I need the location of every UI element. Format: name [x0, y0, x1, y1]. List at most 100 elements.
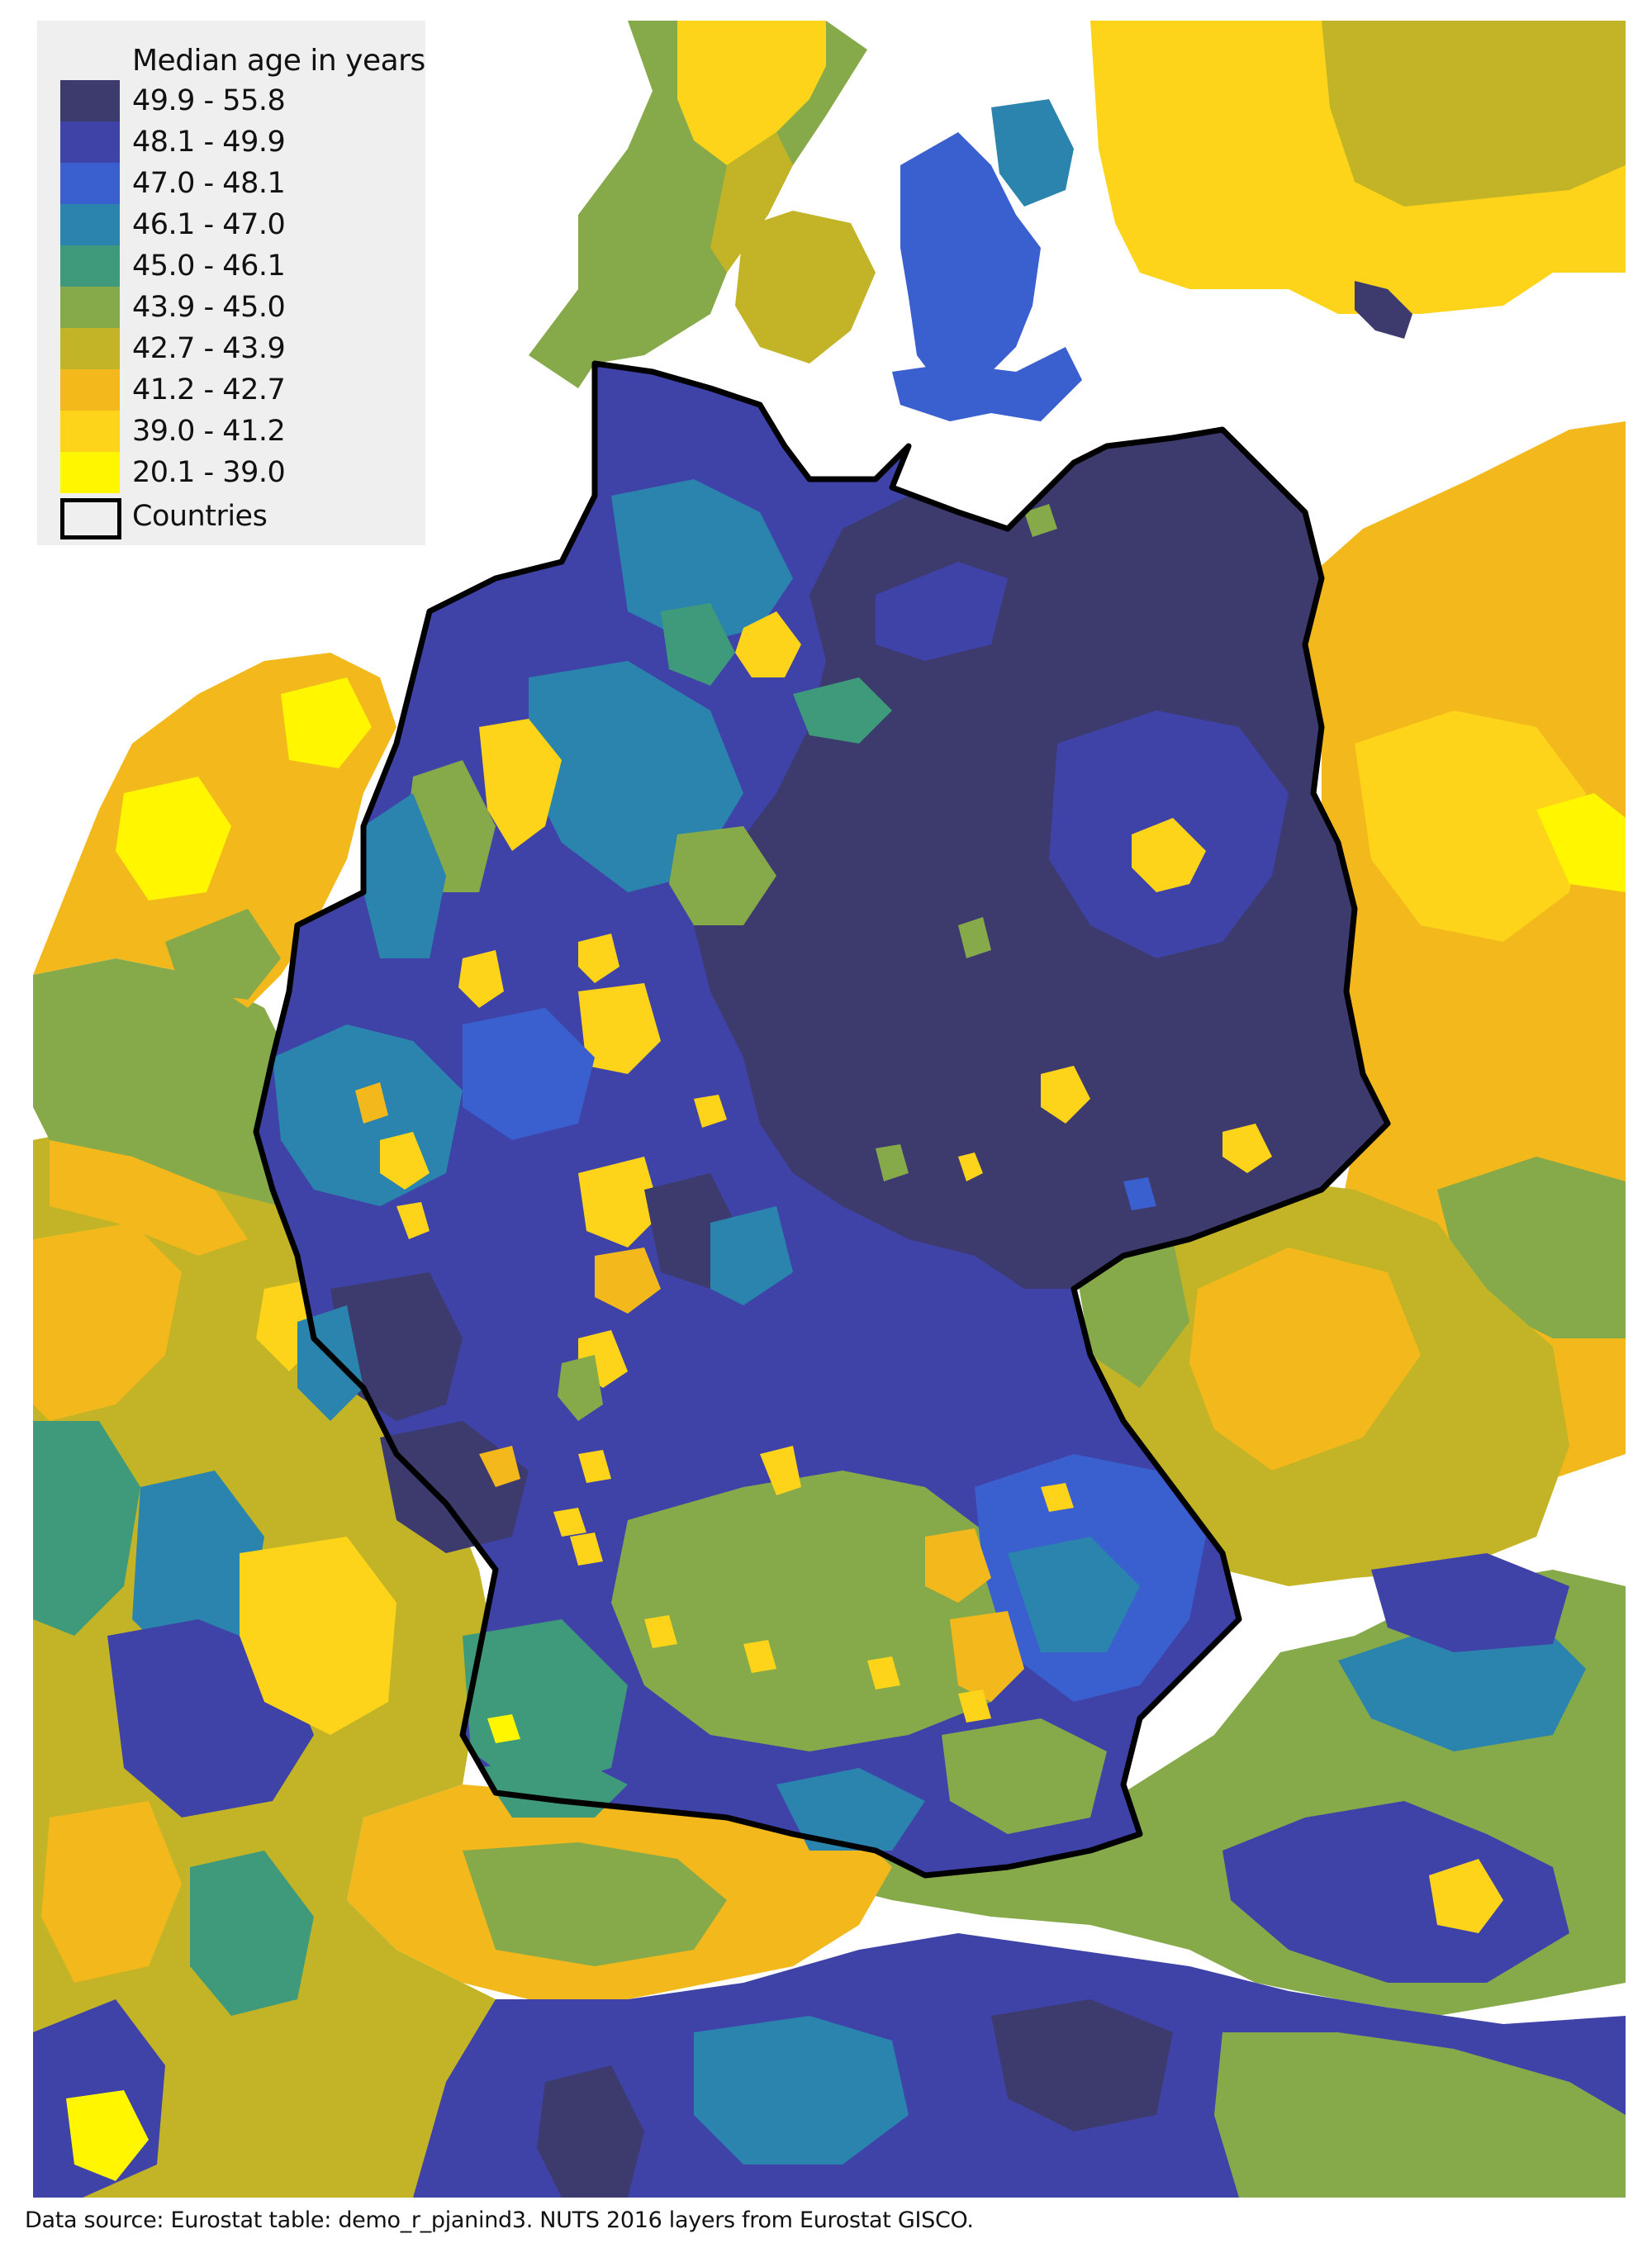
- legend-label: 43.9 - 45.0: [132, 291, 286, 324]
- legend-swatch: [60, 204, 120, 245]
- region-chemnitz-blue: [1123, 1177, 1156, 1210]
- region-mainz-yellow: [479, 1446, 520, 1487]
- region-kassel-yellow: [578, 1157, 661, 1247]
- legend-item: 49.9 - 55.8: [60, 80, 424, 121]
- legend-item: 46.1 - 47.0: [60, 204, 424, 245]
- region-france-teal: [132, 1471, 264, 1669]
- legend-label: 49.9 - 55.8: [132, 84, 286, 117]
- region-freiburg-yellow: [487, 1714, 520, 1743]
- region-italy-dark: [991, 1999, 1173, 2131]
- region-rostock-green: [1024, 504, 1057, 537]
- region-giessen-orange: [595, 1247, 661, 1314]
- region-karlsruhe-yellow: [553, 1508, 586, 1537]
- legend-swatch: [60, 452, 120, 493]
- region-mannheim-yellow: [570, 1533, 603, 1566]
- region-cologne-yellow: [380, 1132, 430, 1190]
- region-france-green: [33, 1421, 140, 1636]
- map-area: [33, 21, 1626, 2198]
- region-alps-teal: [776, 1768, 925, 1851]
- region-france-green2: [190, 1851, 314, 2016]
- legend-label: 48.1 - 49.9: [132, 126, 286, 159]
- region-netherlands-yellow: [116, 777, 231, 901]
- legend-label: 42.7 - 43.9: [132, 332, 286, 365]
- region-paderborn-orange: [578, 983, 661, 1074]
- region-funen: [735, 211, 876, 364]
- region-hamburg-green: [661, 603, 735, 686]
- region-france-orange: [33, 1223, 182, 1421]
- region-rlp-dark: [330, 1272, 463, 1421]
- region-prague: [1189, 1247, 1421, 1471]
- legend-item: 48.1 - 49.9: [60, 121, 424, 163]
- region-italy-dark2: [537, 2065, 644, 2198]
- region-nuremberg-orange: [925, 1528, 991, 1603]
- region-zealand: [900, 132, 1041, 388]
- region-magdeburg-green: [958, 917, 991, 958]
- legend-item: 41.2 - 42.7: [60, 369, 424, 411]
- region-belgium: [33, 958, 314, 1206]
- region-france-orange2: [41, 1801, 182, 1983]
- legend-label: 47.0 - 48.1: [132, 167, 286, 200]
- source-note: Data source: Eurostat table: demo_r_pjan…: [25, 2207, 974, 2233]
- legend-swatch: [60, 369, 120, 411]
- region-alps-green: [942, 1718, 1107, 1834]
- legend-item: 42.7 - 43.9: [60, 328, 424, 369]
- region-jena: [958, 1152, 983, 1181]
- region-emsland-teal: [363, 793, 446, 958]
- region-czech-north: [1074, 1239, 1189, 1388]
- germany-border: [253, 360, 1391, 1879]
- region-germany-east: [694, 430, 1388, 1289]
- region-muenster-yellow: [458, 950, 504, 1008]
- region-brandenburg-north: [876, 562, 1008, 661]
- region-leipzig: [1041, 1066, 1090, 1124]
- region-bavaria-green: [611, 1471, 1024, 1751]
- legend-label: 45.0 - 46.1: [132, 249, 286, 283]
- region-wuerzburg-yellow: [760, 1446, 801, 1495]
- region-lolland: [892, 347, 1082, 421]
- region-nrw-blue: [463, 1008, 595, 1140]
- legend-countries-swatch: [60, 498, 121, 539]
- legend-item: 39.0 - 41.2: [60, 411, 424, 452]
- region-augsburg-yellow: [867, 1656, 900, 1689]
- legend-countries-label: Countries: [132, 500, 268, 533]
- legend-swatch: [60, 80, 120, 121]
- region-lower-saxony-green: [793, 677, 892, 744]
- region-goettingen: [694, 1095, 727, 1128]
- region-austria-teal: [1338, 1619, 1586, 1751]
- legend-swatch: [60, 411, 120, 452]
- legend-label: 20.1 - 39.0: [132, 456, 286, 489]
- region-belgium-orange: [50, 1140, 248, 1256]
- region-regensburg-yellow: [1041, 1483, 1074, 1512]
- region-netherlands-yellow2: [281, 677, 372, 768]
- legend-swatch: [60, 287, 120, 328]
- region-france-yellow: [240, 1537, 396, 1735]
- legend-swatch: [60, 121, 120, 163]
- legend-label: 41.2 - 42.7: [132, 373, 286, 406]
- region-hamburg: [735, 611, 801, 677]
- region-netherlands-green: [165, 909, 281, 1000]
- region-vienna-area: [1371, 1553, 1569, 1652]
- region-italy-green: [1214, 2032, 1626, 2198]
- legend-title: Median age in years: [132, 44, 425, 78]
- region-graz: [1429, 1859, 1503, 1933]
- region-bielefeld-yellow: [578, 934, 620, 983]
- region-swiss-green: [463, 1842, 727, 1966]
- region-stuttgart-yellow: [644, 1615, 677, 1648]
- legend: Median age in years 49.9 - 55.8 48.1 - 49…: [37, 21, 425, 545]
- region-copenhagen: [991, 99, 1074, 207]
- legend-swatch: [60, 328, 120, 369]
- region-hannover: [669, 826, 776, 925]
- region-berlin: [1132, 818, 1206, 892]
- region-bornholm: [1355, 281, 1412, 339]
- region-bavaria-teal: [463, 1619, 628, 1793]
- region-austria-blue: [1222, 1801, 1569, 1983]
- region-sweden-east: [1322, 21, 1626, 207]
- region-heidelberg-yellow: [578, 1450, 611, 1483]
- region-jutland-north: [677, 21, 826, 165]
- legend-item: 45.0 - 46.1: [60, 245, 424, 287]
- region-ulm-yellow: [743, 1640, 776, 1673]
- region-france-yellow2: [66, 2090, 149, 2181]
- legend-item: 43.9 - 45.0: [60, 287, 424, 328]
- region-sh-teal: [611, 479, 793, 644]
- region-bonn-yellow: [396, 1202, 430, 1239]
- choropleth-map: [33, 21, 1626, 2198]
